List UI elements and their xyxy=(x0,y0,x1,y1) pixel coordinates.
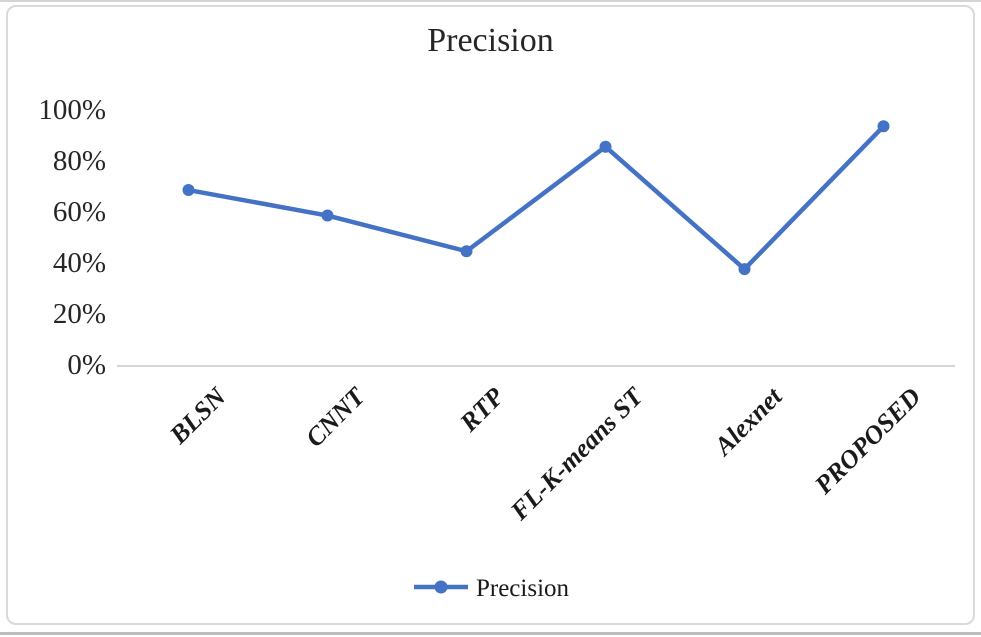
series-line xyxy=(186,124,886,272)
chart-title: Precision xyxy=(427,22,554,59)
y-axis-tick-label: 40% xyxy=(52,246,106,279)
y-axis-tick-label: 80% xyxy=(52,144,106,177)
y-axis-tick-label: 60% xyxy=(52,195,106,228)
y-axis-tick-label: 0% xyxy=(67,348,106,381)
screenshot-top-edge xyxy=(0,0,981,2)
data-point-marker xyxy=(599,140,612,153)
screenshot-bottom-edge xyxy=(0,632,981,635)
legend-marker xyxy=(412,579,470,600)
y-axis-tick-label: 100% xyxy=(38,93,106,126)
data-point-marker xyxy=(321,209,334,222)
data-point-marker xyxy=(738,263,751,276)
data-point-marker xyxy=(877,120,890,133)
data-point-marker xyxy=(182,184,195,197)
legend-line-dot-icon xyxy=(413,580,468,593)
legend: Precision xyxy=(0,574,981,604)
data-point-marker xyxy=(460,245,473,258)
legend-label: Precision xyxy=(475,575,570,602)
chart-frame xyxy=(6,5,975,625)
y-axis-tick-label: 20% xyxy=(52,297,106,330)
